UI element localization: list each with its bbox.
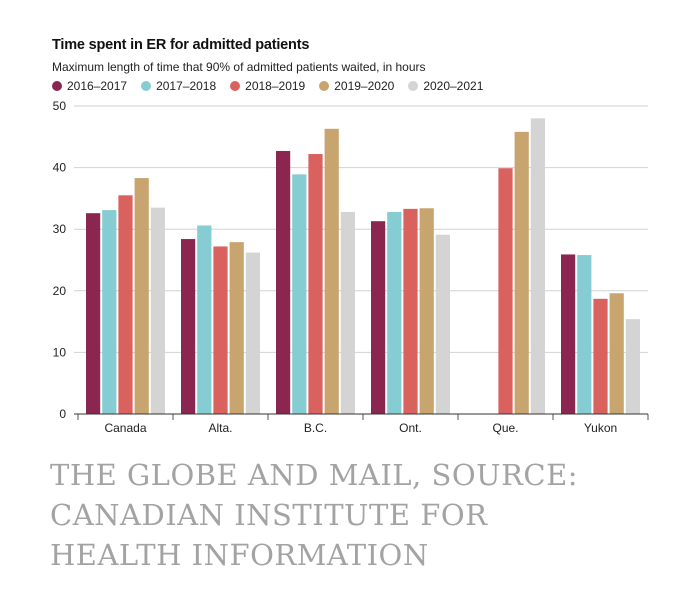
bar xyxy=(276,150,291,414)
bar xyxy=(435,234,450,414)
bar xyxy=(292,174,307,414)
legend-item: 2018–2019 xyxy=(230,79,305,93)
x-tick-label: Yukon xyxy=(584,421,617,435)
x-tick-label: Canada xyxy=(104,421,146,435)
legend-item: 2019–2020 xyxy=(319,79,394,93)
bar xyxy=(118,195,133,414)
bar xyxy=(498,168,513,414)
x-tick-label: Alta. xyxy=(208,421,232,435)
bar xyxy=(577,255,592,414)
legend-label: 2018–2019 xyxy=(245,79,306,93)
legend: 2016–2017 2017–2018 2018–2019 2019–2020 2020… xyxy=(52,79,483,93)
bar xyxy=(403,208,418,414)
bar xyxy=(245,252,260,414)
bar xyxy=(593,298,608,414)
source-line: THE GLOBE AND MAIL, SOURCE: xyxy=(50,458,579,492)
legend-swatch xyxy=(141,81,152,91)
chart-title: Time spent in ER for admitted patients xyxy=(52,37,310,53)
legend-item: 2017–2018 xyxy=(141,79,216,93)
legend-swatch xyxy=(52,81,62,91)
chart-subtitle: Maximum length of time that 90% of admit… xyxy=(52,60,426,74)
bar xyxy=(371,221,386,414)
bar xyxy=(561,254,576,414)
legend-label: 2020–2021 xyxy=(423,79,484,93)
y-tick-label: 20 xyxy=(53,284,67,298)
legend-label: 2016–2017 xyxy=(67,79,128,93)
bar xyxy=(308,154,323,414)
bar xyxy=(625,319,640,414)
bar xyxy=(324,128,339,415)
bar xyxy=(181,239,196,414)
y-tick-label: 40 xyxy=(53,161,67,175)
legend-swatch xyxy=(230,81,241,91)
legend-label: 2017–2018 xyxy=(156,79,217,93)
source-line: CANADIAN INSTITUTE FOR xyxy=(50,498,488,532)
x-tick-label: Ont. xyxy=(399,421,422,435)
bar xyxy=(419,208,434,414)
bar xyxy=(102,210,117,414)
bar xyxy=(134,178,149,414)
y-tick-label: 0 xyxy=(59,407,66,421)
bar xyxy=(609,293,624,414)
bar xyxy=(213,246,228,414)
legend-item: 2020–2021 xyxy=(408,79,483,93)
y-tick-label: 10 xyxy=(53,345,67,359)
bar-chart: 0 10 20 30 40 50 Canada Alta. B.C. Ont. Que. Yukon xyxy=(53,99,649,435)
source-line: HEALTH INFORMATION xyxy=(50,538,429,572)
bar xyxy=(150,207,165,414)
x-tick-label: B.C. xyxy=(304,421,327,435)
legend-label: 2019–2020 xyxy=(334,79,395,93)
legend-swatch xyxy=(319,81,330,91)
bar xyxy=(197,225,212,414)
y-tick-label: 30 xyxy=(53,222,67,236)
source-credit: THE GLOBE AND MAIL, SOURCE: CANADIAN INS… xyxy=(50,455,690,575)
bar xyxy=(229,242,244,414)
bar xyxy=(86,213,101,414)
bar xyxy=(530,118,545,414)
bar xyxy=(340,211,355,414)
bar xyxy=(514,131,529,414)
legend-swatch xyxy=(408,81,419,91)
x-tick-label: Que. xyxy=(492,421,518,435)
legend-item: 2016–2017 xyxy=(52,79,127,93)
y-tick-label: 50 xyxy=(53,99,67,113)
bar xyxy=(387,211,402,414)
